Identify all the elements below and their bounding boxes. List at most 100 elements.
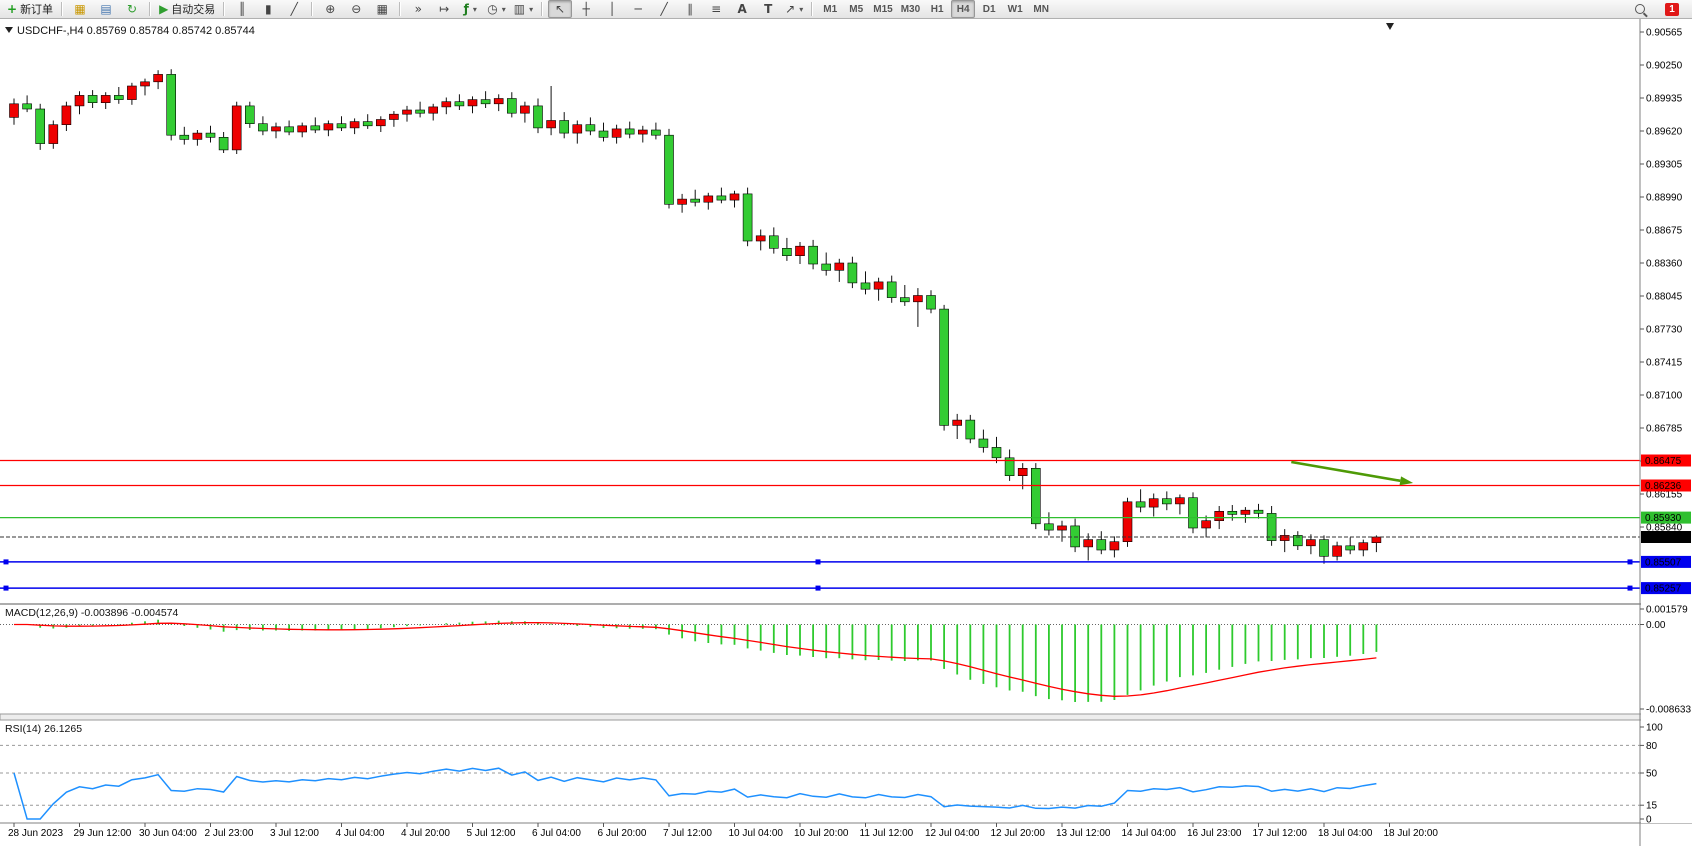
tf-h4-button[interactable]: H4 xyxy=(951,0,976,18)
line-handle[interactable] xyxy=(1627,559,1633,565)
tf-m30-button[interactable]: M30 xyxy=(898,0,923,18)
candlestick-chart-button[interactable]: ▮ xyxy=(256,0,280,18)
line-handle[interactable] xyxy=(3,559,9,565)
crosshair-button[interactable]: ┼ xyxy=(574,0,598,18)
new-chart-button[interactable]: ▦ xyxy=(68,0,92,18)
candle-body xyxy=(546,120,556,129)
templates-button[interactable]: ▥ ▾ xyxy=(511,0,536,18)
price-tick-label: 0.88675 xyxy=(1646,226,1683,237)
line-chart-button[interactable]: ╱ xyxy=(282,0,306,18)
time-tick-label: 3 Jul 12:00 xyxy=(270,828,319,839)
refresh-icon: ↻ xyxy=(127,2,138,16)
candle-body xyxy=(1227,510,1238,515)
profiles-button[interactable]: ▤ xyxy=(94,0,118,18)
trend-arrow[interactable] xyxy=(1291,460,1401,483)
candle-body xyxy=(231,105,242,151)
trendline-icon: ╱ xyxy=(660,2,668,16)
candle-body xyxy=(1293,535,1303,547)
time-tick-label: 13 Jul 12:00 xyxy=(1056,828,1111,839)
candle-body xyxy=(1201,520,1211,529)
new-order-button[interactable]: + 新订单 xyxy=(4,0,56,18)
candle-body xyxy=(821,263,832,271)
zoom-in-button[interactable]: ⊕ xyxy=(318,0,342,18)
line-handle[interactable] xyxy=(815,559,821,565)
bar-chart-button[interactable]: ║ xyxy=(230,0,254,18)
candle-body xyxy=(1162,498,1172,505)
price-tick-label: 0.87415 xyxy=(1646,358,1683,369)
candle-body xyxy=(323,123,334,131)
price-scale-bg[interactable] xyxy=(1641,19,1692,823)
tf-h1-button[interactable]: H1 xyxy=(925,0,949,18)
price-axis[interactable]: 0.90565 0.90250 0.89935 0.89620 0.89305 0.889… xyxy=(1640,28,1691,826)
candle-body xyxy=(1096,539,1107,551)
tf-mn-button[interactable]: MN xyxy=(1029,0,1053,18)
line-handle[interactable] xyxy=(1627,585,1633,591)
candle-body xyxy=(1371,536,1382,543)
candle-body xyxy=(192,132,203,140)
candle-body xyxy=(716,195,727,201)
time-axis[interactable]: 28 Jun 2023 29 Jun 12:00 30 Jun 04:00 2 Jul… xyxy=(8,823,1438,839)
candle-body xyxy=(297,125,308,133)
vertical-line-button[interactable]: │ xyxy=(600,0,624,18)
zoom-out-icon: ⊖ xyxy=(351,2,362,16)
tf-mn-button-label: MN xyxy=(1033,3,1049,15)
arrows-icon: ↗ xyxy=(785,2,796,16)
price-tick-label: 0.89935 xyxy=(1646,94,1683,105)
time-tick-label: 6 Jul 20:00 xyxy=(598,828,647,839)
channel-button[interactable]: ∥ xyxy=(678,0,702,18)
label-button[interactable]: T xyxy=(756,0,780,18)
trendline-button[interactable]: ╱ xyxy=(652,0,676,18)
zoom-out-button[interactable]: ⊖ xyxy=(344,0,368,18)
chart-menu-icon[interactable] xyxy=(5,27,13,33)
time-tick-label: 4 Jul 20:00 xyxy=(401,828,450,839)
auto-scroll-button[interactable]: » xyxy=(406,0,430,18)
tile-windows-button[interactable]: ▦ xyxy=(370,0,394,18)
panel-splitter[interactable] xyxy=(0,603,1692,605)
indicators-button[interactable]: ƒ ▾ xyxy=(458,0,482,18)
line-handle[interactable] xyxy=(815,585,821,591)
text-button[interactable]: A xyxy=(730,0,754,18)
tf-m1-button[interactable]: M1 xyxy=(818,0,842,18)
tf-w1-button[interactable]: W1 xyxy=(1003,0,1027,18)
panel-splitter[interactable] xyxy=(0,713,1692,721)
candle-body xyxy=(22,103,32,110)
tf-d1-button[interactable]: D1 xyxy=(977,0,1001,18)
time-tick-label: 12 Jul 04:00 xyxy=(925,828,980,839)
line-handle[interactable] xyxy=(3,585,9,591)
horizontal-line-button[interactable]: ─ xyxy=(626,0,650,18)
time-tick-label: 11 Jul 12:00 xyxy=(860,828,914,839)
trend-arrow-head xyxy=(1399,476,1414,486)
tf-m30-button-label: M30 xyxy=(900,3,921,15)
cursor-button[interactable]: ↖ xyxy=(548,0,573,18)
tf-h4-button-label: H4 xyxy=(956,3,970,15)
candle-body xyxy=(1135,501,1146,508)
tf-m5-button[interactable]: M5 xyxy=(844,0,868,18)
candle-body xyxy=(795,245,805,256)
candle-body xyxy=(598,130,609,138)
candle-body xyxy=(100,95,111,104)
chart-shift-button[interactable]: ↦ xyxy=(432,0,456,18)
macd-tick-label: 0.001579 xyxy=(1646,605,1688,616)
candle-body xyxy=(860,282,871,290)
arrows-button[interactable]: ↗ ▾ xyxy=(782,0,806,18)
fibonacci-button[interactable]: ≡ xyxy=(704,0,728,18)
time-tick-label: 10 Jul 04:00 xyxy=(729,828,784,839)
candle-body xyxy=(127,85,137,100)
candle-body xyxy=(926,295,936,310)
tf-m15-button[interactable]: M15 xyxy=(870,0,895,18)
refresh-button[interactable]: ↻ xyxy=(120,0,144,18)
price-chart[interactable]: USDCHF-,H4 0.85769 0.85784 0.85742 0.857… xyxy=(0,19,1692,846)
autotrading-button[interactable]: ▶ 自动交易 xyxy=(156,0,218,18)
price-tick-label: 0.90250 xyxy=(1646,61,1683,72)
candle-body xyxy=(1214,510,1224,521)
search-button[interactable] xyxy=(1628,0,1652,18)
candle-body xyxy=(1122,501,1133,542)
profiles-icon: ▤ xyxy=(100,2,112,16)
periods-button[interactable]: ◷ ▾ xyxy=(484,0,509,18)
candle-body xyxy=(690,198,701,203)
time-tick-label: 6 Jul 04:00 xyxy=(532,828,581,839)
tile-windows-icon: ▦ xyxy=(376,2,388,16)
price-tick-label: 0.85840 xyxy=(1646,523,1683,534)
candle-body xyxy=(245,105,255,125)
notifications-button[interactable]: 1 xyxy=(1660,0,1684,18)
